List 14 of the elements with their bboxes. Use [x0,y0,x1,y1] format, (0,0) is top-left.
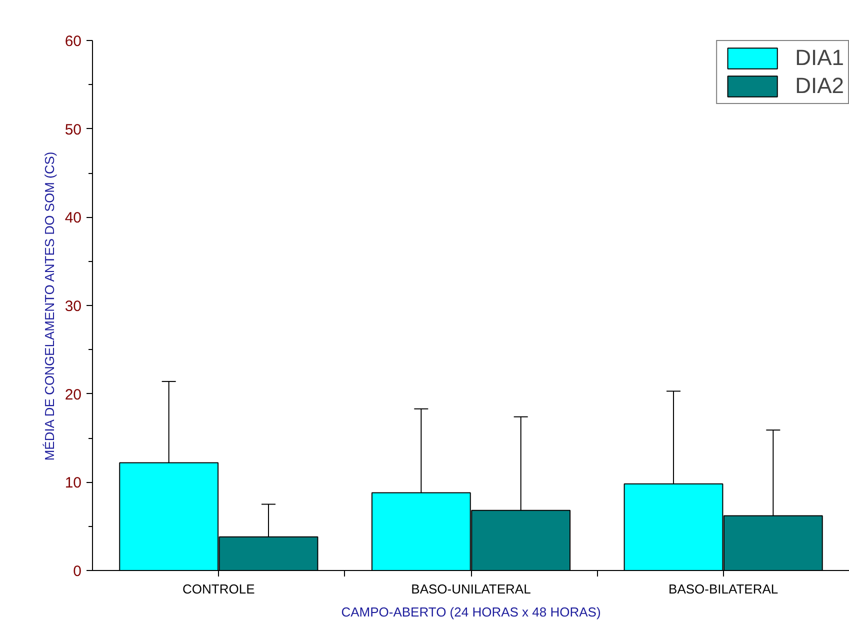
y-tick-label: 10 [64,474,82,492]
y-axis-title: MÉDIA DE CONGELAMENTO ANTES DO SOM (CS) [42,152,57,461]
legend-label: DIA2 [795,73,844,99]
x-tick-label: BASO-BILATERAL [668,582,778,596]
legend-label: DIA1 [795,45,844,71]
x-axis-title: CAMPO-ABERTO (24 HORAS x 48 HORAS) [341,604,601,620]
y-tick-label: 60 [64,33,82,50]
y-tick-label: 30 [64,298,82,315]
y-tick-label: 40 [64,210,82,227]
y-tick-label: 50 [64,121,82,138]
x-tick-label: BASO-UNILATERAL [411,582,531,596]
x-tick-label: CONTROLE [182,582,256,596]
y-tick-label: 20 [64,386,82,404]
y-tick-label: 0 [73,563,82,580]
